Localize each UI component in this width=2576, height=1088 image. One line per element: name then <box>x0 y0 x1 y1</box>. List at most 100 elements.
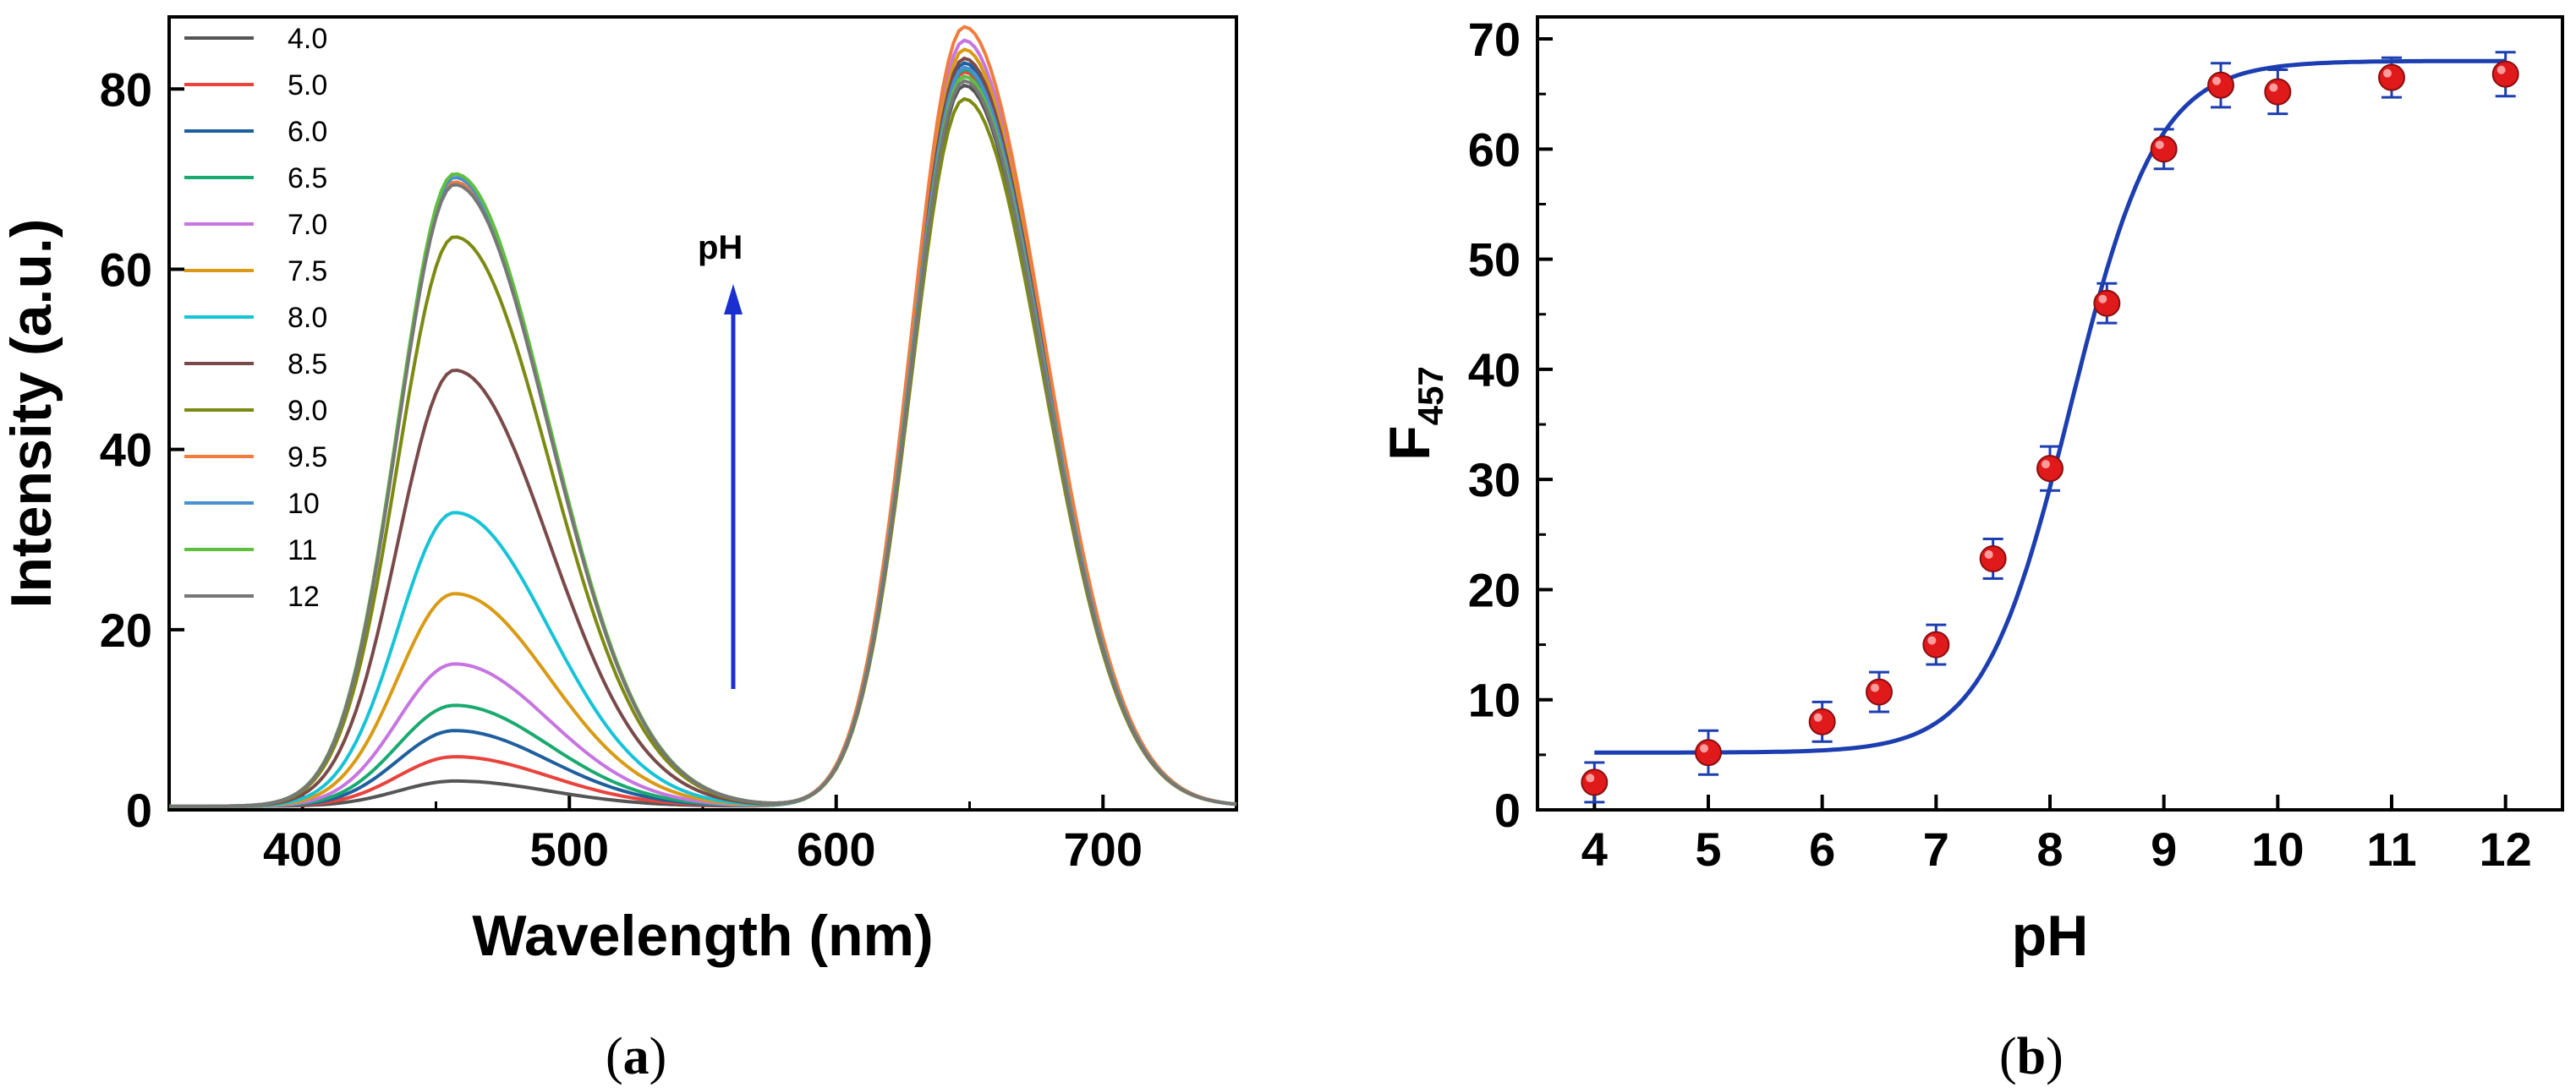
x-axis-title-a: Wavelength (nm) <box>472 904 933 968</box>
point-highlight <box>2269 83 2278 92</box>
legend-label-6.0: 6.0 <box>288 116 327 148</box>
panel-b-ticks: 4 5 6 7 8 9 10 11 12 0 10 20 30 40 50 60 70 <box>1468 13 2532 876</box>
data-point <box>2150 128 2178 171</box>
legend-label-5.0: 5.0 <box>288 69 327 101</box>
point-highlight <box>1813 713 1822 722</box>
panel-label-a: (a) <box>606 1028 666 1085</box>
legend-label-9.0: 9.0 <box>288 395 327 427</box>
spectrum-line-6.5 <box>169 67 1237 808</box>
legend-label-8.5: 8.5 <box>288 348 327 380</box>
data-point <box>1695 729 1722 776</box>
legend-label-12: 12 <box>288 581 320 613</box>
panel-label-b: (b) <box>1999 1028 2064 1085</box>
legend-label-8.0: 8.0 <box>288 302 327 334</box>
y-tick-label-b: 0 <box>1494 784 1521 837</box>
spectrum-line-10 <box>169 65 1237 808</box>
y-tick-label-a: 80 <box>100 63 152 116</box>
point-marker <box>2264 78 2292 106</box>
ph-arrow <box>724 284 743 689</box>
point-marker <box>1581 768 1609 796</box>
legend-label-7.0: 7.0 <box>288 209 327 241</box>
x-tick-label-b: 12 <box>2480 823 2532 876</box>
point-highlight <box>1586 774 1595 783</box>
point-marker <box>1866 678 1893 706</box>
x-tick-label-a: 400 <box>263 823 342 876</box>
y-tick-label-b: 20 <box>1468 563 1521 616</box>
point-marker <box>1979 544 2007 572</box>
panel-letter-b: b <box>2017 1028 2046 1085</box>
panel-b-points <box>1581 51 2519 804</box>
legend-label-11: 11 <box>288 534 317 566</box>
data-point <box>1922 623 1950 666</box>
spectrum-line-9.0 <box>169 96 1237 808</box>
legend-label-4.0: 4.0 <box>288 23 327 55</box>
panel-b-titration: 4 5 6 7 8 9 10 11 12 0 10 20 30 40 50 60 70 pH F457 (b) <box>1378 13 2564 1085</box>
y-tick-label-b: 40 <box>1468 343 1521 396</box>
x-tick-label-b: 9 <box>2151 823 2177 876</box>
data-point <box>2207 62 2234 109</box>
y-axis-title-b: F457 <box>1378 366 1450 461</box>
y-tick-label-b: 30 <box>1468 453 1521 506</box>
spectrum-line-8.5 <box>169 56 1237 808</box>
point-highlight <box>1984 549 1993 559</box>
spectrum-line-5.0 <box>169 69 1237 808</box>
point-highlight <box>2042 460 2050 469</box>
x-tick-label-a: 600 <box>797 823 875 876</box>
spectrum-line-12 <box>169 79 1237 808</box>
y-tick-label-a: 0 <box>126 784 152 837</box>
data-point <box>1808 700 1836 743</box>
plot-frame-a <box>167 15 1238 812</box>
panel-a-curves <box>169 25 1237 808</box>
x-tick-label-a: 700 <box>1064 823 1143 876</box>
y-tick-label-a: 40 <box>100 424 152 477</box>
x-tick-label-b: 8 <box>2036 823 2063 876</box>
x-tick-label-b: 10 <box>2251 823 2304 876</box>
point-highlight <box>2497 65 2506 74</box>
x-axis-title-b: pH <box>2012 904 2089 968</box>
spectrum-line-4.0 <box>169 83 1237 808</box>
data-point <box>2378 56 2405 99</box>
y-tick-label-a: 20 <box>100 604 152 657</box>
spectrum-line-7.5 <box>169 47 1237 808</box>
legend-label-9.5: 9.5 <box>288 441 327 473</box>
data-point <box>1866 670 1893 713</box>
point-highlight <box>1700 744 1708 753</box>
x-tick-label-b: 11 <box>2366 823 2416 876</box>
legend-label-7.5: 7.5 <box>288 255 327 287</box>
y-tick-label-a: 60 <box>100 243 152 296</box>
spectrum-line-9.5 <box>169 25 1237 808</box>
y-tick-label-b: 10 <box>1468 674 1521 727</box>
point-highlight <box>2383 68 2392 78</box>
x-tick-label-b: 5 <box>1695 823 1721 876</box>
data-point <box>2036 445 2064 492</box>
panel-a-legend: 4.0 5.0 6.0 6.5 7.0 7.5 8.0 8.5 9.0 9.5 10 11 12 <box>184 23 327 613</box>
x-tick-label-b: 4 <box>1581 823 1608 876</box>
point-highlight <box>2155 140 2164 150</box>
point-marker <box>2378 63 2405 91</box>
data-point <box>1979 538 2007 580</box>
y-tick-label-b: 50 <box>1468 233 1521 287</box>
y-axis-title-b-sub: 457 <box>1411 366 1450 425</box>
point-marker <box>1808 708 1836 735</box>
x-tick-label-a: 500 <box>530 823 609 876</box>
data-point <box>1581 761 1609 804</box>
sigmoid-fit-line <box>1594 58 2506 755</box>
point-marker <box>1922 631 1950 659</box>
panel-a-ticks: 400 500 600 700 0 20 40 60 80 <box>100 63 1143 876</box>
spectrum-line-8.0 <box>169 74 1237 808</box>
point-highlight <box>2098 294 2107 303</box>
point-marker <box>2093 289 2121 317</box>
point-highlight <box>2212 76 2221 85</box>
point-highlight <box>1927 636 1937 645</box>
x-tick-label-b: 7 <box>1923 823 1949 876</box>
point-marker <box>2150 135 2178 163</box>
point-marker <box>2207 71 2234 99</box>
legend-label-6.5: 6.5 <box>288 162 327 194</box>
data-point <box>2264 68 2292 116</box>
y-tick-label-b: 60 <box>1468 123 1521 176</box>
point-marker <box>2036 455 2064 483</box>
y-tick-label-b: 70 <box>1468 13 1521 66</box>
data-point <box>2093 282 2121 325</box>
panel-letter-a: a <box>623 1028 649 1085</box>
